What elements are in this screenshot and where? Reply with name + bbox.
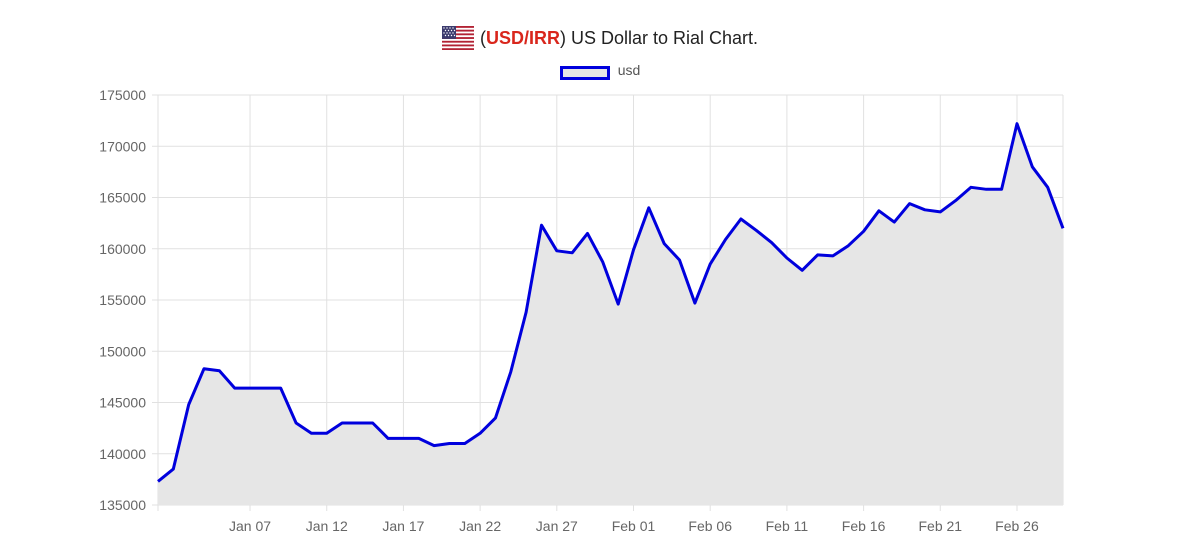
title-text: US Dollar to Rial Chart. [565, 28, 759, 48]
y-tick-label: 140000 [99, 446, 146, 462]
x-tick-label: Feb 16 [842, 518, 886, 534]
y-tick-label: 145000 [99, 395, 146, 411]
x-tick-label: Feb 11 [766, 518, 809, 534]
x-tick-label: Jan 12 [306, 518, 348, 534]
series-line-usd [157, 122, 1065, 483]
x-tick-label: Feb 26 [995, 518, 1039, 534]
y-tick-label: 170000 [99, 138, 146, 154]
title-paren-open: ( [479, 28, 486, 48]
x-tick-label: Jan 22 [459, 518, 501, 534]
legend-label-usd[interactable]: usd [617, 62, 641, 78]
y-tick-label: 150000 [99, 343, 146, 359]
x-tick-label: Jan 17 [382, 518, 424, 534]
series-area-usd [158, 123, 1063, 505]
y-tick-label: 175000 [99, 87, 146, 103]
y-tick-label: 160000 [99, 241, 146, 257]
x-tick-label: Feb 06 [688, 518, 732, 534]
x-tick-label: Feb 21 [918, 518, 962, 534]
chart-legend[interactable]: usd [0, 62, 1200, 80]
x-tick-label: Feb 01 [612, 518, 656, 534]
y-tick-label: 135000 [99, 497, 146, 513]
x-tick-label: Jan 27 [536, 518, 578, 534]
y-tick-label: 165000 [99, 190, 146, 206]
chart-title: (USD/IRR) US Dollar to Rial Chart. [0, 26, 1200, 50]
chart-axes: 175000 170000 165000 160000 155000 150000 1450… [99, 87, 1039, 534]
title-paren-close: ) [559, 28, 566, 48]
currency-pair: USD/IRR [485, 28, 560, 48]
us-flag-icon [441, 26, 474, 50]
y-tick-label: 155000 [99, 292, 146, 308]
x-tick-label: Jan 07 [229, 518, 271, 534]
legend-swatch-usd[interactable] [559, 66, 610, 80]
chart-area [157, 122, 1065, 505]
